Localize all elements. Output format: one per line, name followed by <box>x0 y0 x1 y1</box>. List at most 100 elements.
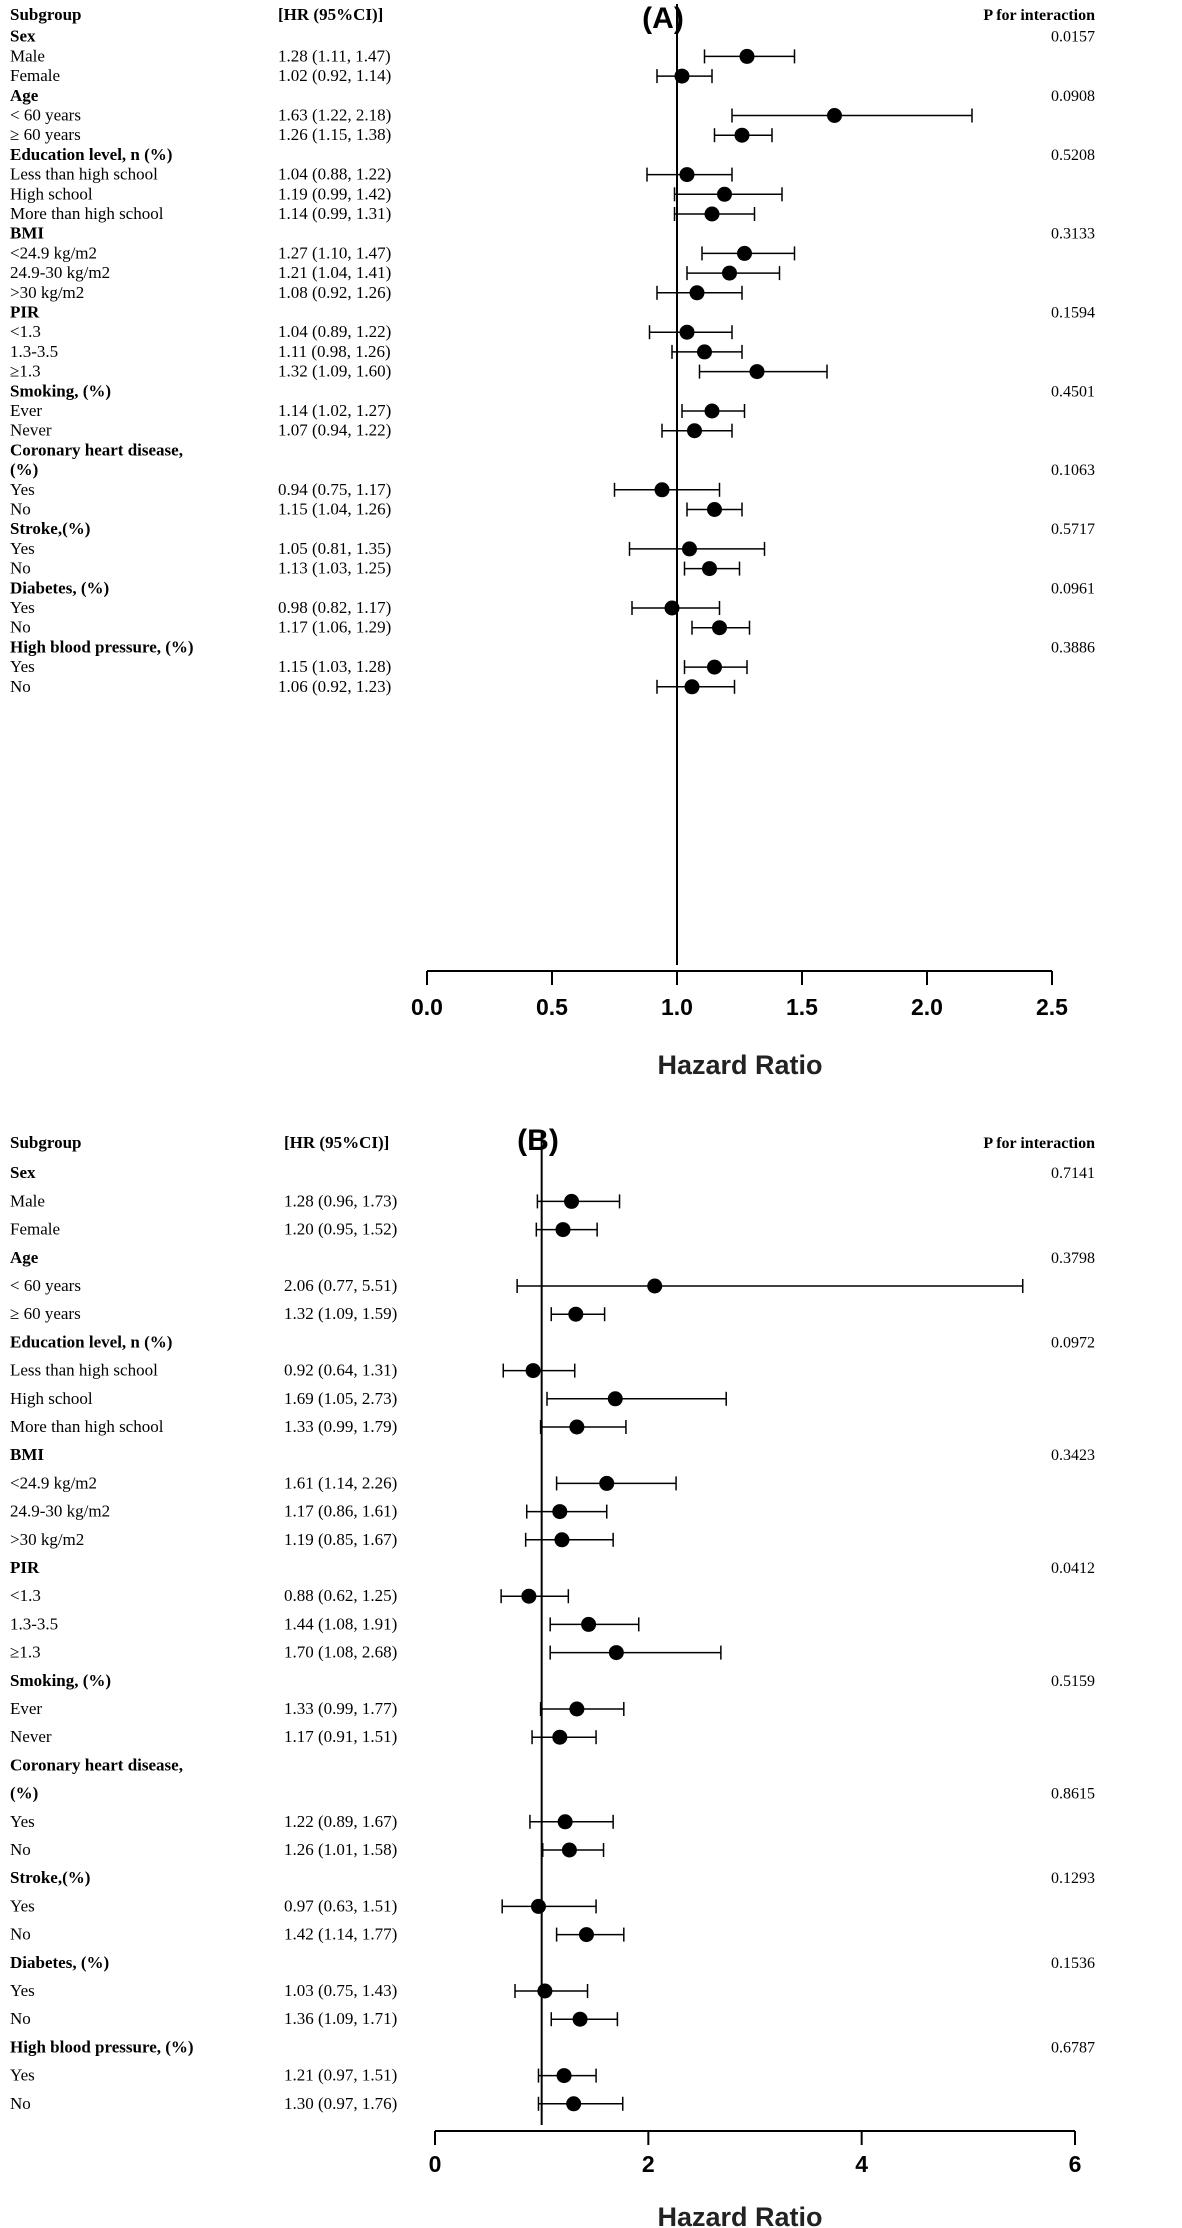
hr-ci-text: 1.28 (0.96, 1.73) <box>284 1191 397 1210</box>
group-label: Coronary heart disease, <box>10 1755 183 1774</box>
hr-point <box>682 541 697 557</box>
group-label: BMI <box>10 1445 44 1464</box>
hr-ci-text: 1.21 (0.97, 1.51) <box>284 2066 397 2085</box>
hr-point <box>581 1616 597 1632</box>
hr-ci-text: 1.20 (0.95, 1.52) <box>284 1220 397 1239</box>
hr-ci-text: 0.92 (0.64, 1.31) <box>284 1361 397 1380</box>
hr-point <box>557 1814 573 1830</box>
hr-ci-text: 1.21 (1.04, 1.41) <box>278 263 391 282</box>
hr-point <box>707 502 722 517</box>
hr-point <box>568 1306 584 1322</box>
hr-ci-text: 1.26 (1.01, 1.58) <box>284 1840 397 1859</box>
hr-point <box>704 206 720 222</box>
hr-ci-text: 1.30 (0.97, 1.76) <box>284 2094 397 2113</box>
subgroup-label: 1.3-3.5 <box>10 342 58 361</box>
hr-ci-text: 1.17 (1.06, 1.29) <box>278 618 391 637</box>
hr-ci-text: 0.98 (0.82, 1.17) <box>278 598 391 617</box>
subgroup-label: Never <box>10 421 52 440</box>
p-interaction-value: 0.1293 <box>1051 1870 1095 1887</box>
group-label: Stroke,(%) <box>10 1868 90 1887</box>
hr-ci-text: 1.19 (0.99, 1.42) <box>278 184 391 203</box>
hr-ci-text: 1.04 (0.89, 1.22) <box>278 322 391 341</box>
hr-point <box>749 364 765 380</box>
subgroup-label: Yes <box>10 657 35 676</box>
forest-panel-a: Subgroup [HR (95%CI)] P for interaction(A)… <box>10 2 1095 1080</box>
hr-point <box>664 600 680 616</box>
hr-ci-text: 1.05 (0.81, 1.35) <box>278 539 391 558</box>
hr-ci-text: 1.27 (1.10, 1.47) <box>278 243 391 262</box>
subgroup-label: Yes <box>10 598 35 617</box>
x-tick-label: 4 <box>855 2151 868 2177</box>
hr-point <box>717 186 732 202</box>
hr-point <box>530 1898 546 1914</box>
subgroup-label: High school <box>10 184 93 203</box>
hr-ci-text: 1.44 (1.08, 1.91) <box>284 1614 397 1633</box>
hr-point <box>552 1504 568 1520</box>
hr-point <box>556 2068 572 2084</box>
header-subgroup: Subgroup <box>10 5 82 24</box>
subgroup-label: >30 kg/m2 <box>10 283 84 302</box>
hr-ci-text: 1.19 (0.85, 1.67) <box>284 1530 397 1549</box>
hr-point <box>578 1927 594 1943</box>
hr-point <box>608 1645 624 1661</box>
hr-point <box>647 1278 663 1294</box>
subgroup-label: No <box>10 1840 31 1859</box>
hr-point <box>525 1363 541 1379</box>
hr-point <box>654 482 670 498</box>
hr-point <box>704 403 720 419</box>
x-tick-label: 2.5 <box>1036 994 1068 1020</box>
subgroup-label: No <box>10 1925 31 1944</box>
hr-ci-text: 1.32 (1.09, 1.59) <box>284 1304 397 1323</box>
hr-ci-text: 1.69 (1.05, 2.73) <box>284 1389 397 1408</box>
subgroup-label: Yes <box>10 1812 35 1831</box>
hr-ci-text: 1.33 (0.99, 1.77) <box>284 1699 397 1718</box>
group-label: Diabetes, (%) <box>10 578 109 597</box>
hr-point <box>684 679 700 695</box>
hr-ci-text: 1.15 (1.04, 1.26) <box>278 500 391 519</box>
hr-point <box>564 1193 580 1209</box>
p-interaction-value: 0.1594 <box>1051 305 1095 322</box>
group-label: PIR <box>10 1558 40 1577</box>
p-interaction-value: 0.5159 <box>1051 1673 1095 1690</box>
subgroup-label: More than high school <box>10 204 164 223</box>
p-interaction-value: 0.0972 <box>1051 1334 1095 1351</box>
hr-ci-text: 1.33 (0.99, 1.79) <box>284 1417 397 1436</box>
subgroup-label: Yes <box>10 480 35 499</box>
group-label: High blood pressure, (%) <box>10 2037 194 2056</box>
subgroup-label: 24.9-30 kg/m2 <box>10 263 110 282</box>
subgroup-label: High school <box>10 1389 93 1408</box>
subgroup-label: Never <box>10 1727 52 1746</box>
p-interaction-value: 0.7141 <box>1051 1165 1095 1182</box>
subgroup-label: 24.9-30 kg/m2 <box>10 1502 110 1521</box>
hr-point <box>679 167 695 183</box>
hr-point <box>712 620 727 636</box>
hr-point <box>599 1475 615 1491</box>
hr-point <box>734 127 750 143</box>
hr-point <box>702 561 717 577</box>
group-label: Education level, n (%) <box>10 1332 172 1351</box>
p-interaction-value: 0.0961 <box>1051 580 1095 597</box>
hr-point <box>679 324 695 340</box>
group-label: Smoking, (%) <box>10 381 111 400</box>
x-tick-label: 0 <box>429 2151 442 2177</box>
hr-ci-text: 1.13 (1.03, 1.25) <box>278 559 391 578</box>
hr-ci-text: 1.61 (1.14, 2.26) <box>284 1473 397 1492</box>
group-label: (%) <box>10 1784 38 1803</box>
hr-point <box>827 108 842 123</box>
hr-point <box>739 48 755 64</box>
x-tick-label: 2 <box>642 2151 655 2177</box>
hr-ci-text: 1.63 (1.22, 2.18) <box>278 106 391 125</box>
hr-ci-text: 1.36 (1.09, 1.71) <box>284 2009 397 2028</box>
hr-ci-text: 2.06 (0.77, 5.51) <box>284 1276 397 1295</box>
p-interaction-value: 0.1063 <box>1051 462 1095 479</box>
subgroup-label: ≥ 60 years <box>10 125 81 144</box>
group-label: Sex <box>10 1163 36 1182</box>
hr-ci-text: 1.32 (1.09, 1.60) <box>278 362 391 381</box>
subgroup-label: <1.3 <box>10 322 41 341</box>
hr-ci-text: 1.70 (1.08, 2.68) <box>284 1643 397 1662</box>
group-label: Age <box>10 86 39 105</box>
group-label: High blood pressure, (%) <box>10 637 194 656</box>
hr-point <box>554 1532 570 1548</box>
subgroup-label: More than high school <box>10 1417 164 1436</box>
p-interaction-value: 0.0157 <box>1051 29 1095 46</box>
